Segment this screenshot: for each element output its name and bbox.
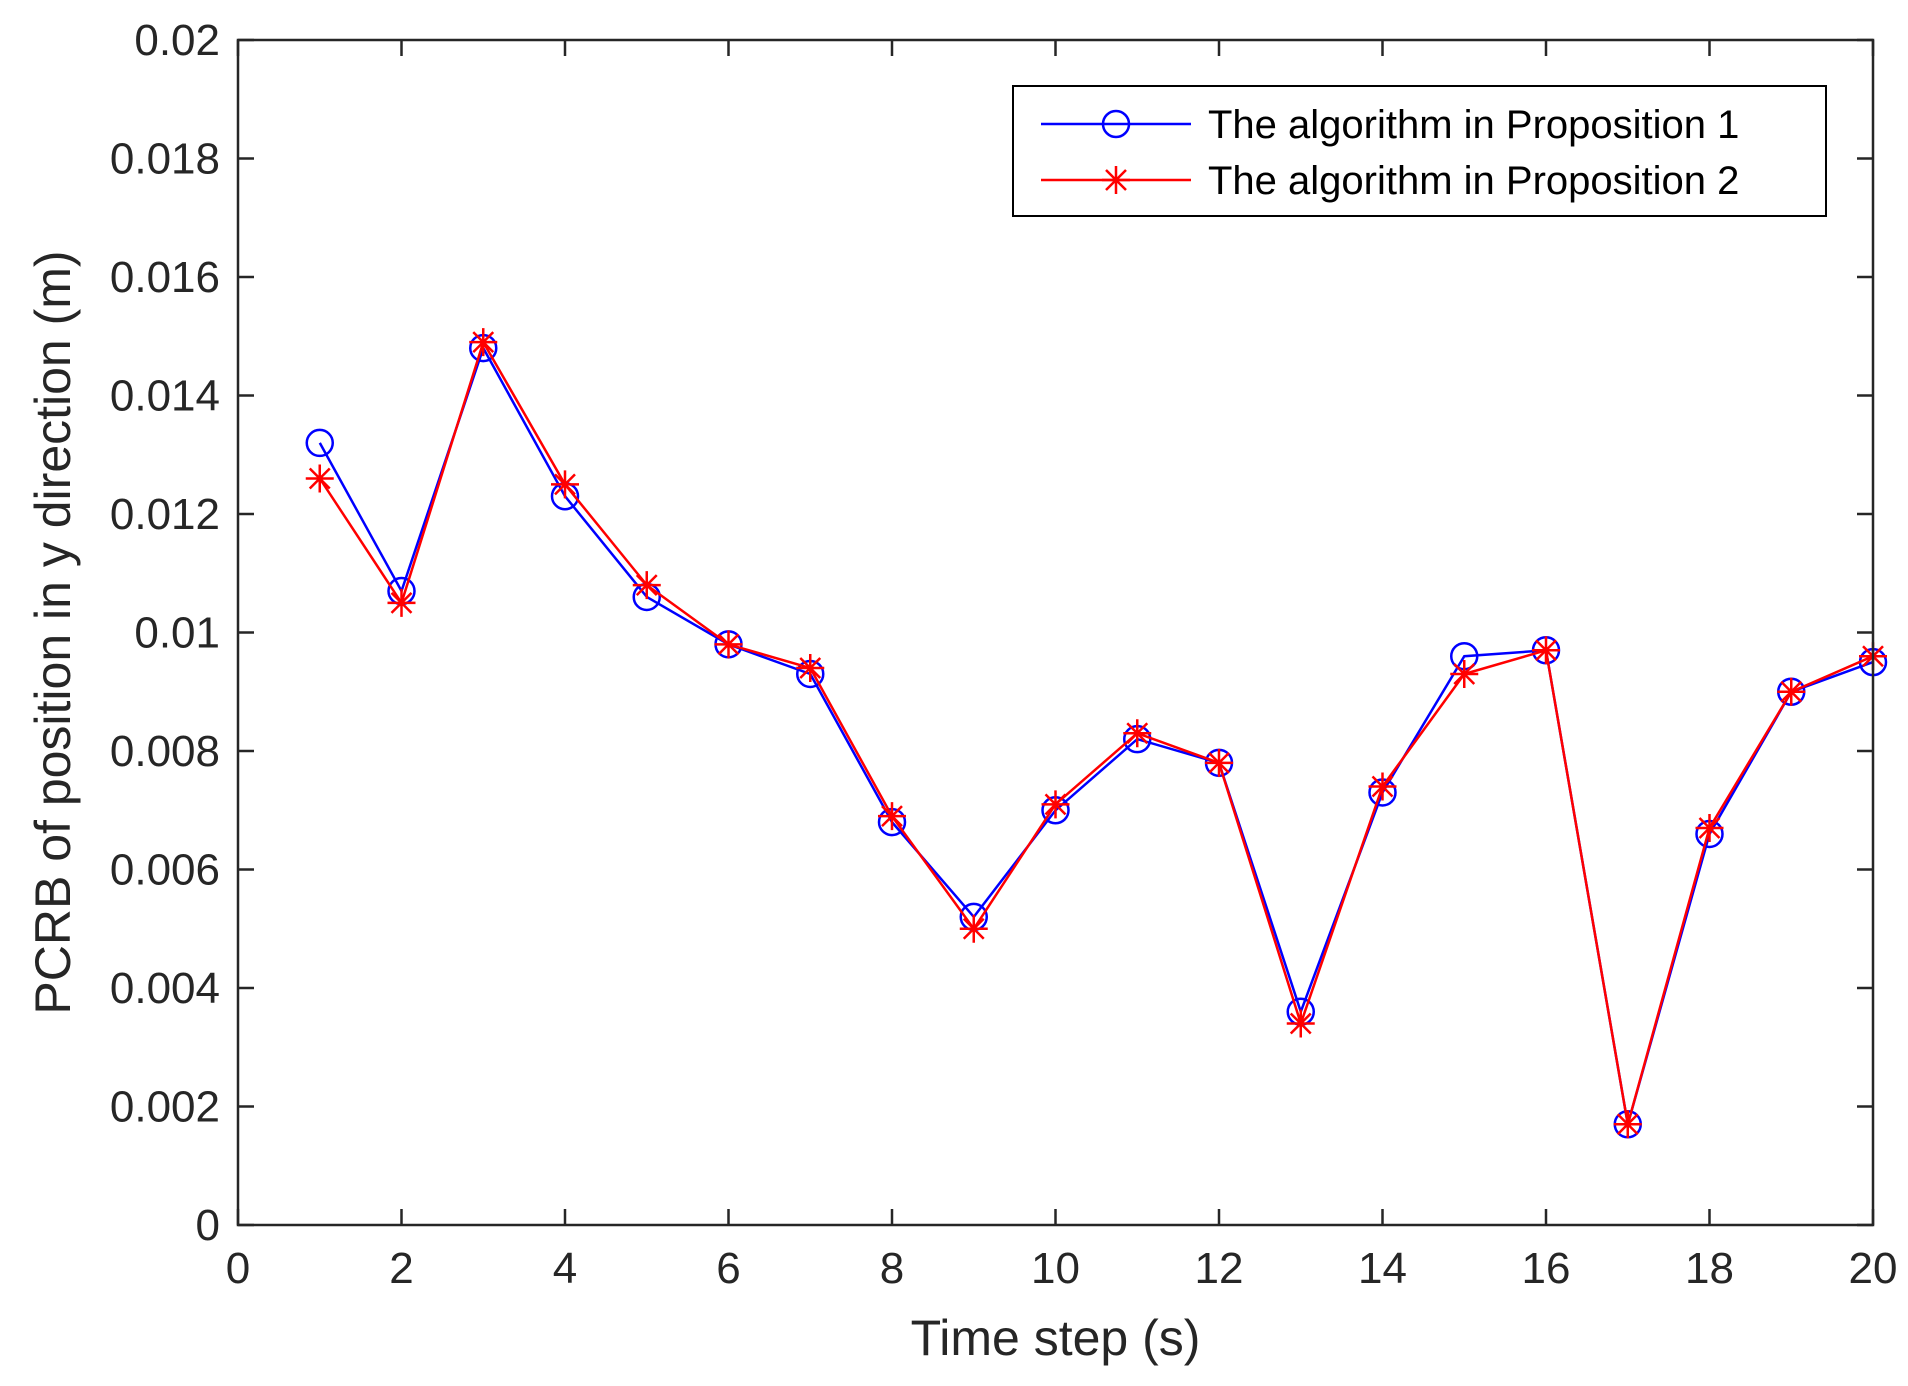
- x-tick-label: 6: [716, 1244, 740, 1293]
- series-2-point: [1450, 659, 1479, 688]
- y-axis-label: PCRB of position in y direction (m): [25, 250, 81, 1014]
- series-2-point: [632, 571, 661, 600]
- legend-label: The algorithm in Proposition 2: [1208, 159, 1739, 203]
- y-tick-label: 0.012: [110, 490, 220, 539]
- x-tick-label: 14: [1358, 1244, 1407, 1293]
- series-2-point: [1205, 748, 1233, 777]
- legend-label: The algorithm in Proposition 1: [1208, 103, 1739, 147]
- legend: The algorithm in Proposition 1 The algori…: [1012, 85, 1827, 217]
- x-tick-label: 12: [1195, 1244, 1244, 1293]
- series-2-point: [1613, 1110, 1642, 1139]
- y-tick-label: 0.018: [110, 135, 220, 184]
- series-2-point: [1123, 719, 1152, 748]
- legend-marker: [1101, 109, 1131, 139]
- series-2-point: [1695, 814, 1724, 843]
- series-2-point: [714, 630, 743, 659]
- y-tick-label: 0.006: [110, 846, 220, 895]
- y-tick-label: 0.008: [110, 727, 220, 776]
- x-tick-label: 2: [389, 1244, 413, 1293]
- series-2-line: [318, 339, 1874, 1125]
- legend-marker: [1102, 166, 1130, 194]
- axis-ticks: 0 2 4 6 8 10 12 14 16 18 20 0 0.002 0.004 0.006 0.008 0.…: [110, 16, 1898, 1293]
- y-tick-label: 0.02: [134, 16, 220, 65]
- x-tick-label: 16: [1522, 1244, 1571, 1293]
- y-tick-label: 0: [196, 1201, 220, 1250]
- x-tick-label: 10: [1031, 1244, 1080, 1293]
- plot-area-frame: [236, 38, 1875, 1227]
- series-layer: [305, 328, 1888, 1139]
- series-2-point: [796, 654, 825, 683]
- series-2-point: [878, 802, 906, 831]
- y-tick-label: 0.016: [110, 253, 220, 302]
- series-2-point: [551, 470, 579, 499]
- y-tick-label: 0.004: [110, 964, 220, 1013]
- series-2-point: [1368, 772, 1397, 801]
- y-tick-label: 0.014: [110, 372, 220, 421]
- series-2-point: [305, 464, 334, 493]
- y-tick-label: 0.002: [110, 1083, 220, 1132]
- x-tick-label: 4: [553, 1244, 577, 1293]
- series-2-point: [1041, 790, 1070, 819]
- series-2: [305, 328, 1887, 1139]
- x-tick-label: 20: [1849, 1244, 1898, 1293]
- series-1-point: [305, 428, 334, 458]
- series-2-point: [1286, 1009, 1315, 1038]
- x-tick-label: 0: [226, 1244, 250, 1293]
- legend-box: [1012, 85, 1827, 217]
- series-2-point: [387, 588, 416, 617]
- y-tick-label: 0.01: [134, 609, 220, 658]
- series-2-point: [959, 914, 988, 943]
- x-axis-label: Time step (s): [911, 1310, 1201, 1366]
- series-2-point: [469, 328, 498, 357]
- x-tick-label: 8: [880, 1244, 904, 1293]
- series-2-point: [1777, 677, 1806, 706]
- series-2-point: [1532, 636, 1560, 665]
- x-tick-label: 18: [1685, 1244, 1734, 1293]
